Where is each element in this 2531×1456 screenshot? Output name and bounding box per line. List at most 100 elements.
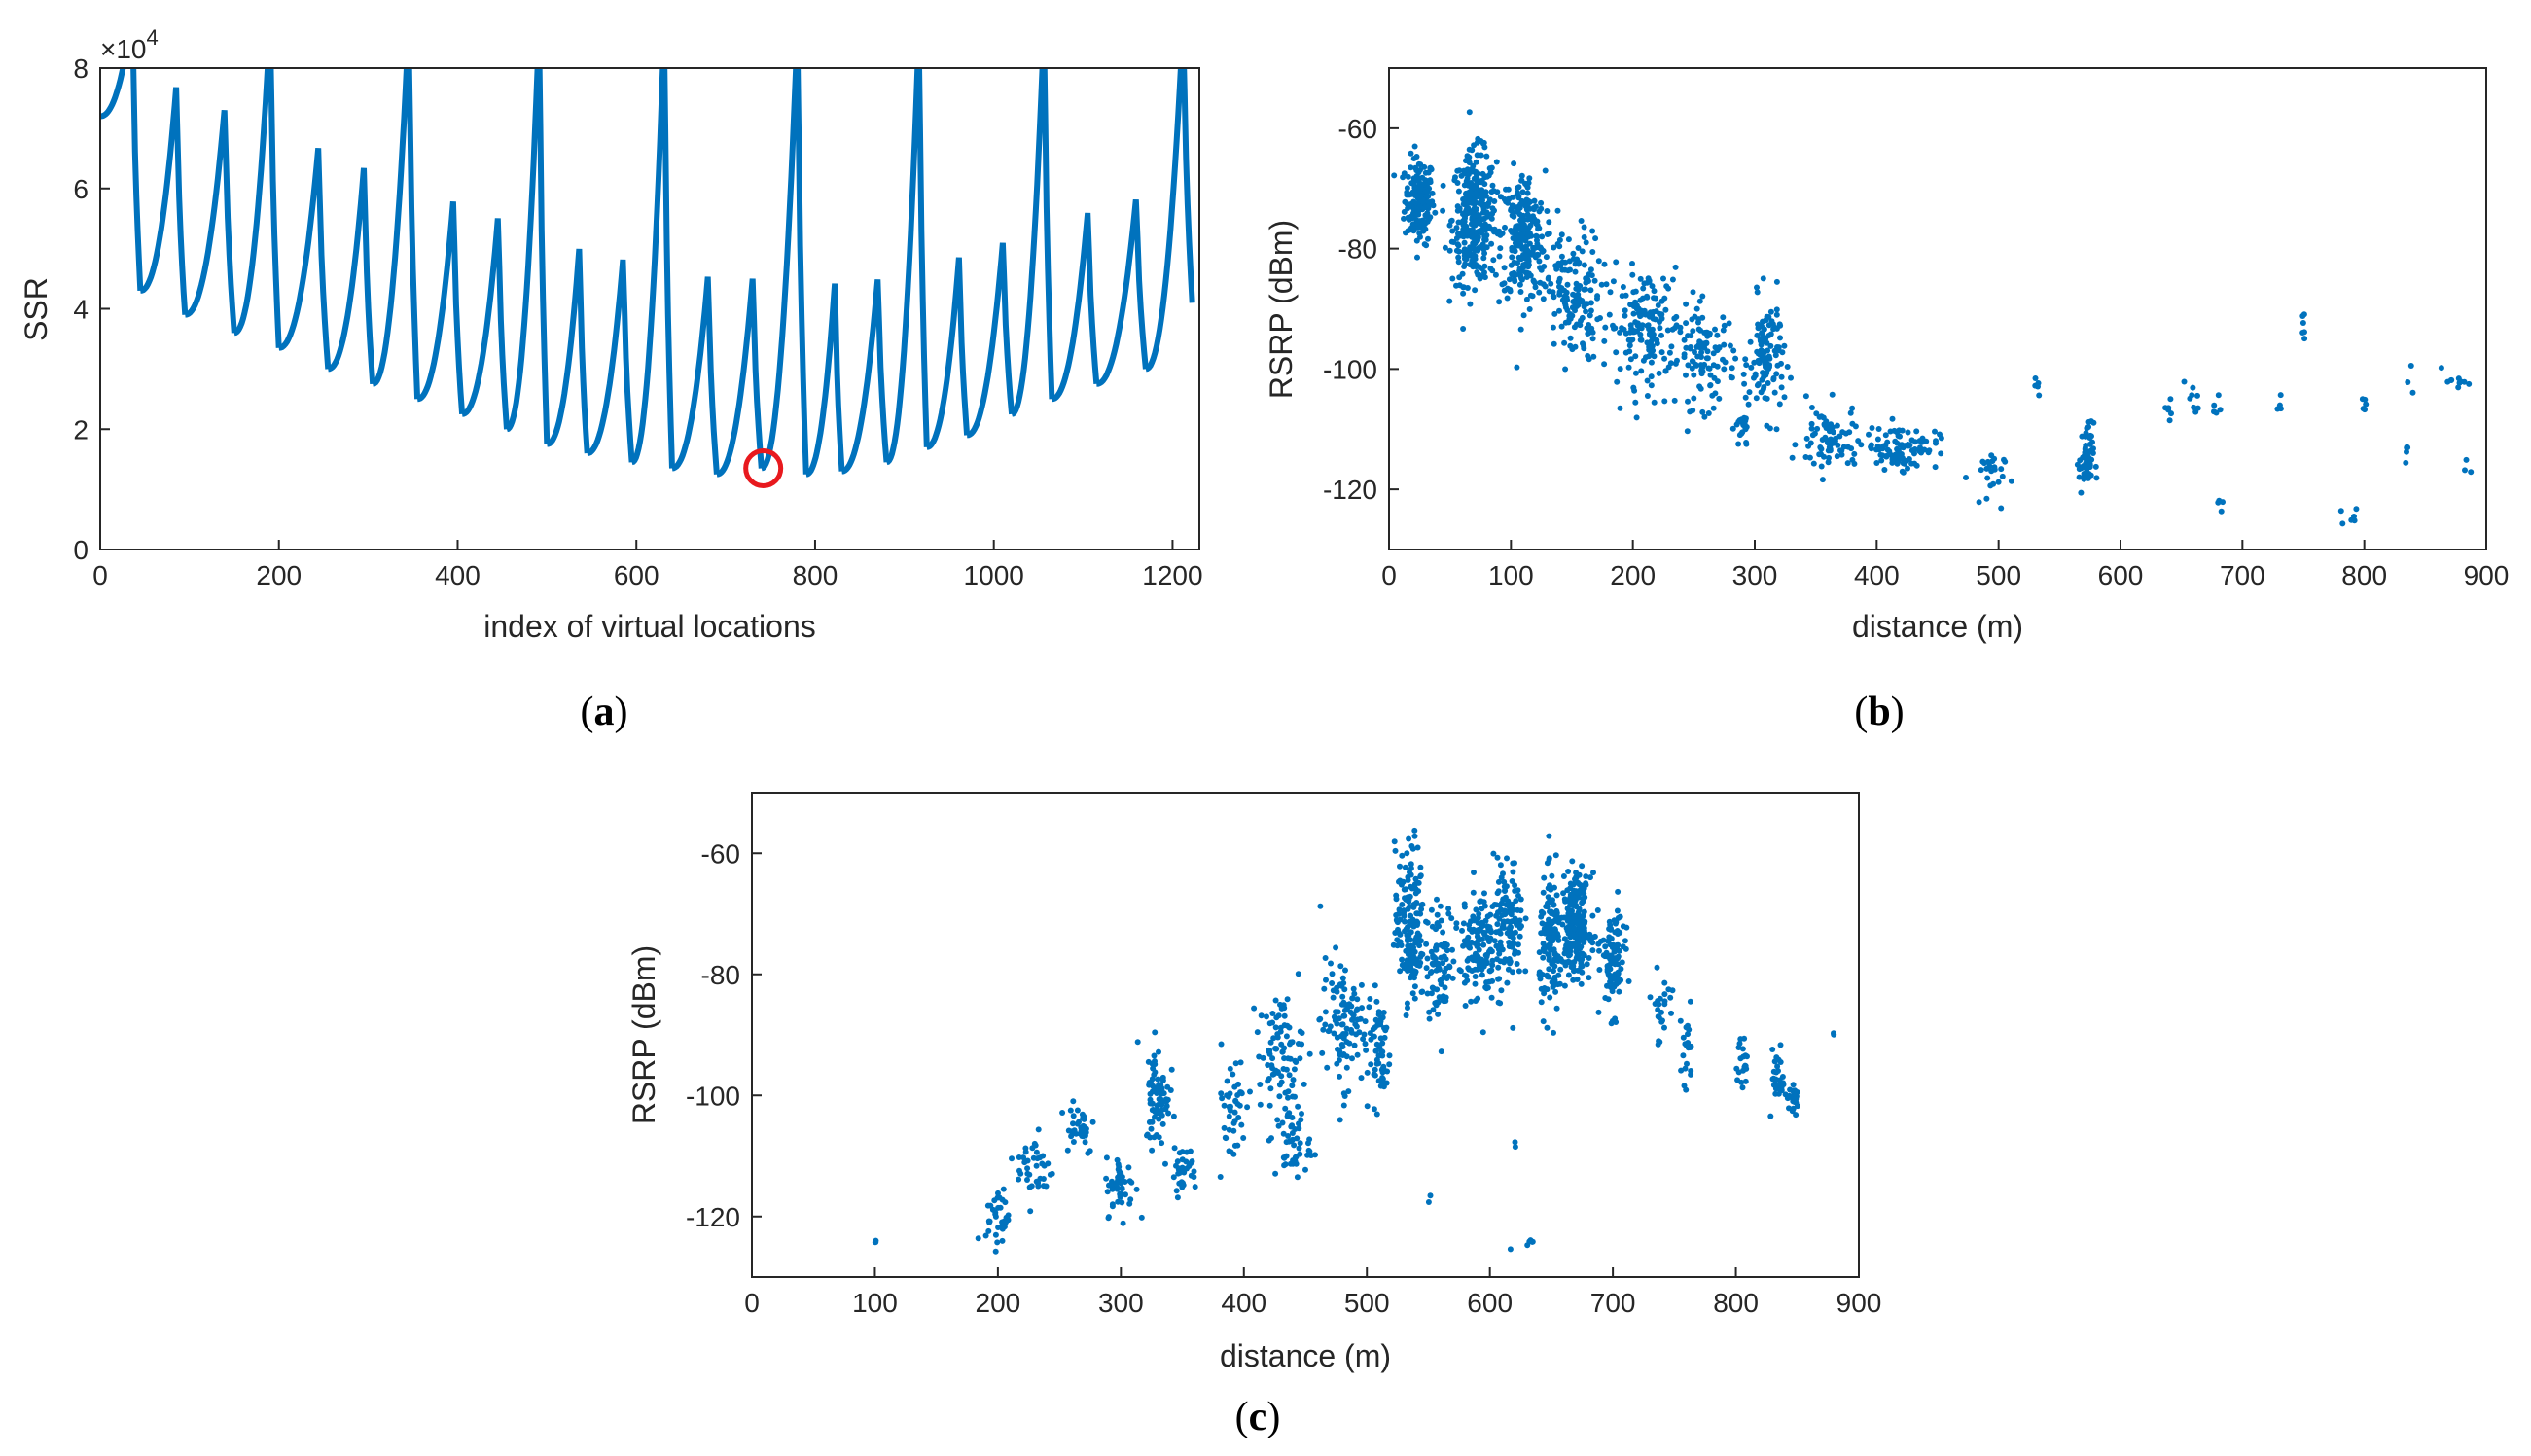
panel-b-point [1887,428,1894,435]
panel-c-point [1416,942,1423,949]
panel-c-point [1658,1009,1664,1015]
panel-b-point [2035,380,2042,386]
panel-c-point [1334,984,1340,991]
panel-b-point [1587,307,1594,314]
panel-b-point [1556,289,1563,296]
panel-c-point [1192,1184,1198,1190]
panel-b-point [1525,264,1532,270]
panel-c-point [1615,970,1622,977]
panel-c-point [1657,1039,1663,1046]
panel-c-point [1496,950,1503,957]
panel-c-point [1372,982,1378,989]
panel-c-point [1230,1127,1237,1134]
panel-a-xtick-label: 200 [256,560,302,590]
panel-c-point [1445,906,1452,912]
panel-c-point [1777,1086,1784,1093]
panel-b-point [1473,159,1479,165]
panel-b-point [1424,188,1431,195]
panel-c-point [1353,1008,1360,1013]
panel-c-point [1487,911,1494,918]
panel-c-point [1274,1031,1281,1038]
panel-b-point [2274,406,2281,412]
panel-b-point [2082,464,2088,470]
panel-c-point [1475,995,1481,1002]
panel-b-point [1458,172,1465,179]
panel-b-point [1517,273,1524,279]
panel-b-point [1585,331,1591,337]
panel-b-point [1481,250,1488,257]
panel-b-point [1855,438,1862,444]
panel-c-point [1306,1050,1313,1057]
panel-b-point [2036,392,2043,399]
panel-c-point [1039,1160,1046,1167]
panel-b-point [1590,353,1597,360]
panel-c-point [1230,1071,1236,1078]
panel-c-point [1665,986,1672,993]
panel-b-point [1496,253,1503,260]
panel-c-point [1297,1055,1303,1062]
panel-c-point [1404,850,1410,857]
panel-c-point [1426,1015,1433,1022]
panel-c-point [1417,938,1424,944]
panel-c-point [1367,1030,1373,1037]
panel-b-point [1520,264,1527,270]
panel-c-point [1413,938,1420,944]
panel-b-point [1693,343,1700,350]
panel-b-point [1480,255,1487,262]
panel-b-point [2457,378,2464,385]
panel-b-point [1879,452,1886,459]
panel-c-point [1473,957,1479,964]
panel-b-point [1829,391,1836,398]
panel-c-point [1557,966,1564,973]
panel-c-point [1386,1052,1393,1059]
panel-b-point [1703,355,1710,362]
panel-c-point [1667,994,1674,1001]
panel-c-point [1514,961,1520,967]
panel-c-point [1607,926,1614,933]
panel-c-point [1483,960,1490,967]
panel-b-point [1562,319,1569,326]
panel-c-point [1566,899,1573,906]
panel-c-point [1168,1066,1175,1073]
panel-a-ytick-label: 0 [73,535,89,565]
panel-c-point [1430,952,1437,959]
panel-c-point [1553,892,1560,899]
panel-c-point [1681,1083,1688,1089]
panel-c-point [1430,1007,1437,1013]
panel-c-point [1404,926,1410,933]
panel-c-point [1616,947,1622,954]
panel-b-point [1488,215,1495,222]
panel-c-point [1680,1052,1687,1059]
panel-c-point [1064,1147,1071,1154]
panel-c-xtick-label: 700 [1590,1288,1636,1318]
panel-b-point [1802,393,1809,400]
panel-c-point [1354,1051,1361,1058]
panel-b-point [1583,239,1589,246]
panel-c-point [1573,888,1580,895]
panel-b-point [1617,329,1623,336]
panel-a-ticks: 0 200 400 600 800 1000 1200 0 2 4 6 8 [73,53,1202,590]
panel-b-point [1469,227,1476,233]
panel-c-point [1411,827,1418,834]
panel-b-point [1466,146,1473,153]
panel-b-point [1699,314,1706,321]
panel-a-ssr-segment [1145,68,1195,373]
panel-b-point [1429,198,1436,205]
panel-c-point [1496,928,1503,935]
panel-b-point [2220,499,2226,506]
panel-c-point [1251,1005,1258,1012]
panel-b-point [1515,260,1521,266]
panel-a-xtick-label: 1000 [964,560,1024,590]
panel-c-point [1089,1119,1096,1125]
panel-c-point [1575,879,1582,886]
panel-c-point [1033,1149,1040,1155]
panel-c-point [1614,907,1621,914]
panel-b-point [1650,315,1657,322]
panel-c-point [1128,1179,1135,1186]
panel-c-point [1278,1005,1285,1012]
panel-c-point [1017,1170,1024,1177]
panel-c-point [1596,947,1602,954]
panel-b-point [2081,476,2087,482]
panel-c-point [1227,1090,1233,1097]
panel-c-point [1074,1107,1081,1114]
